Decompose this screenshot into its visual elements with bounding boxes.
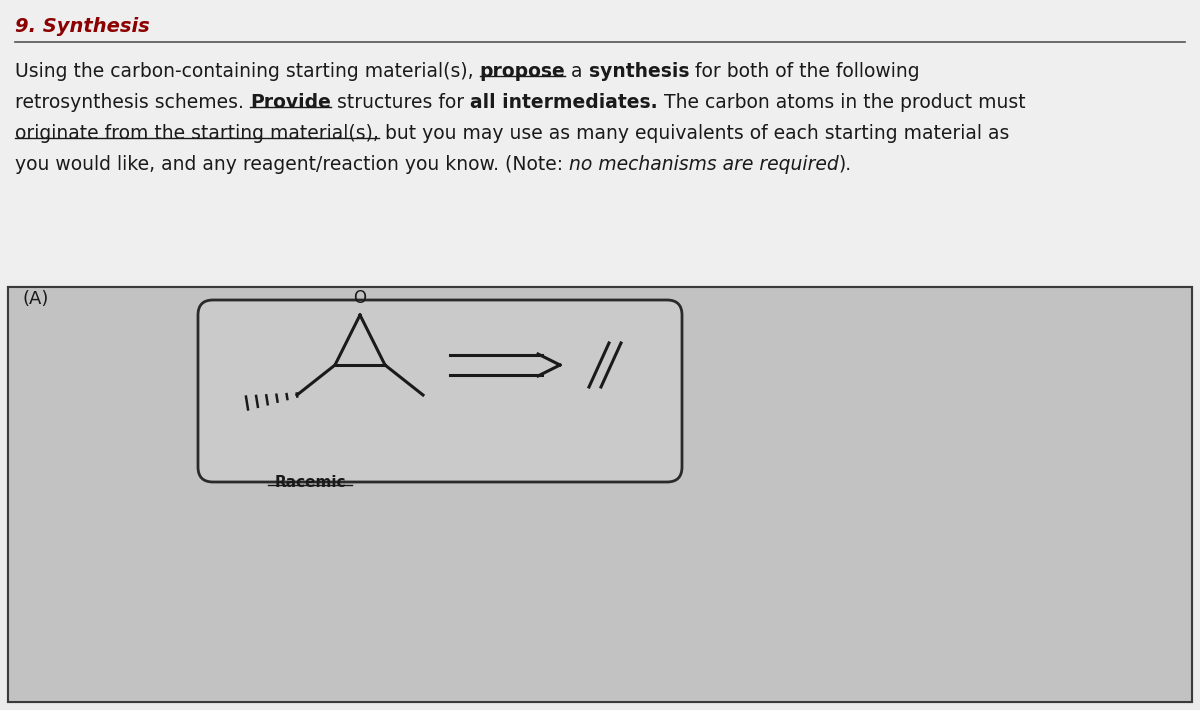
Text: (A): (A)	[22, 290, 48, 308]
Text: you would like, and any reagent/reaction you know. (Note:: you would like, and any reagent/reaction…	[14, 155, 569, 174]
Text: no mechanisms are required: no mechanisms are required	[569, 155, 839, 174]
Bar	[0, 0, 1200, 290]
Text: propose: propose	[480, 62, 565, 81]
Text: but you may use as many equivalents of each starting material as: but you may use as many equivalents of e…	[379, 124, 1009, 143]
Text: a: a	[565, 62, 589, 81]
Text: all intermediates.: all intermediates.	[470, 93, 658, 112]
Text: Provide: Provide	[250, 93, 331, 112]
Text: retrosynthesis schemes.: retrosynthesis schemes.	[14, 93, 250, 112]
Bar	[8, 287, 1192, 702]
Text: for both of the following: for both of the following	[689, 62, 920, 81]
Text: 9. Synthesis: 9. Synthesis	[14, 17, 150, 36]
Text: The carbon atoms in the product must: The carbon atoms in the product must	[658, 93, 1025, 112]
Text: O: O	[354, 289, 366, 307]
Text: Using the carbon-containing starting material(s),: Using the carbon-containing starting mat…	[14, 62, 480, 81]
FancyBboxPatch shape	[198, 300, 682, 482]
Text: ).: ).	[839, 155, 852, 174]
Text: Racemic: Racemic	[275, 475, 346, 490]
Text: originate from the starting material(s),: originate from the starting material(s),	[14, 124, 379, 143]
Text: synthesis: synthesis	[589, 62, 689, 81]
FancyBboxPatch shape	[8, 287, 1192, 702]
Text: structures for: structures for	[331, 93, 470, 112]
